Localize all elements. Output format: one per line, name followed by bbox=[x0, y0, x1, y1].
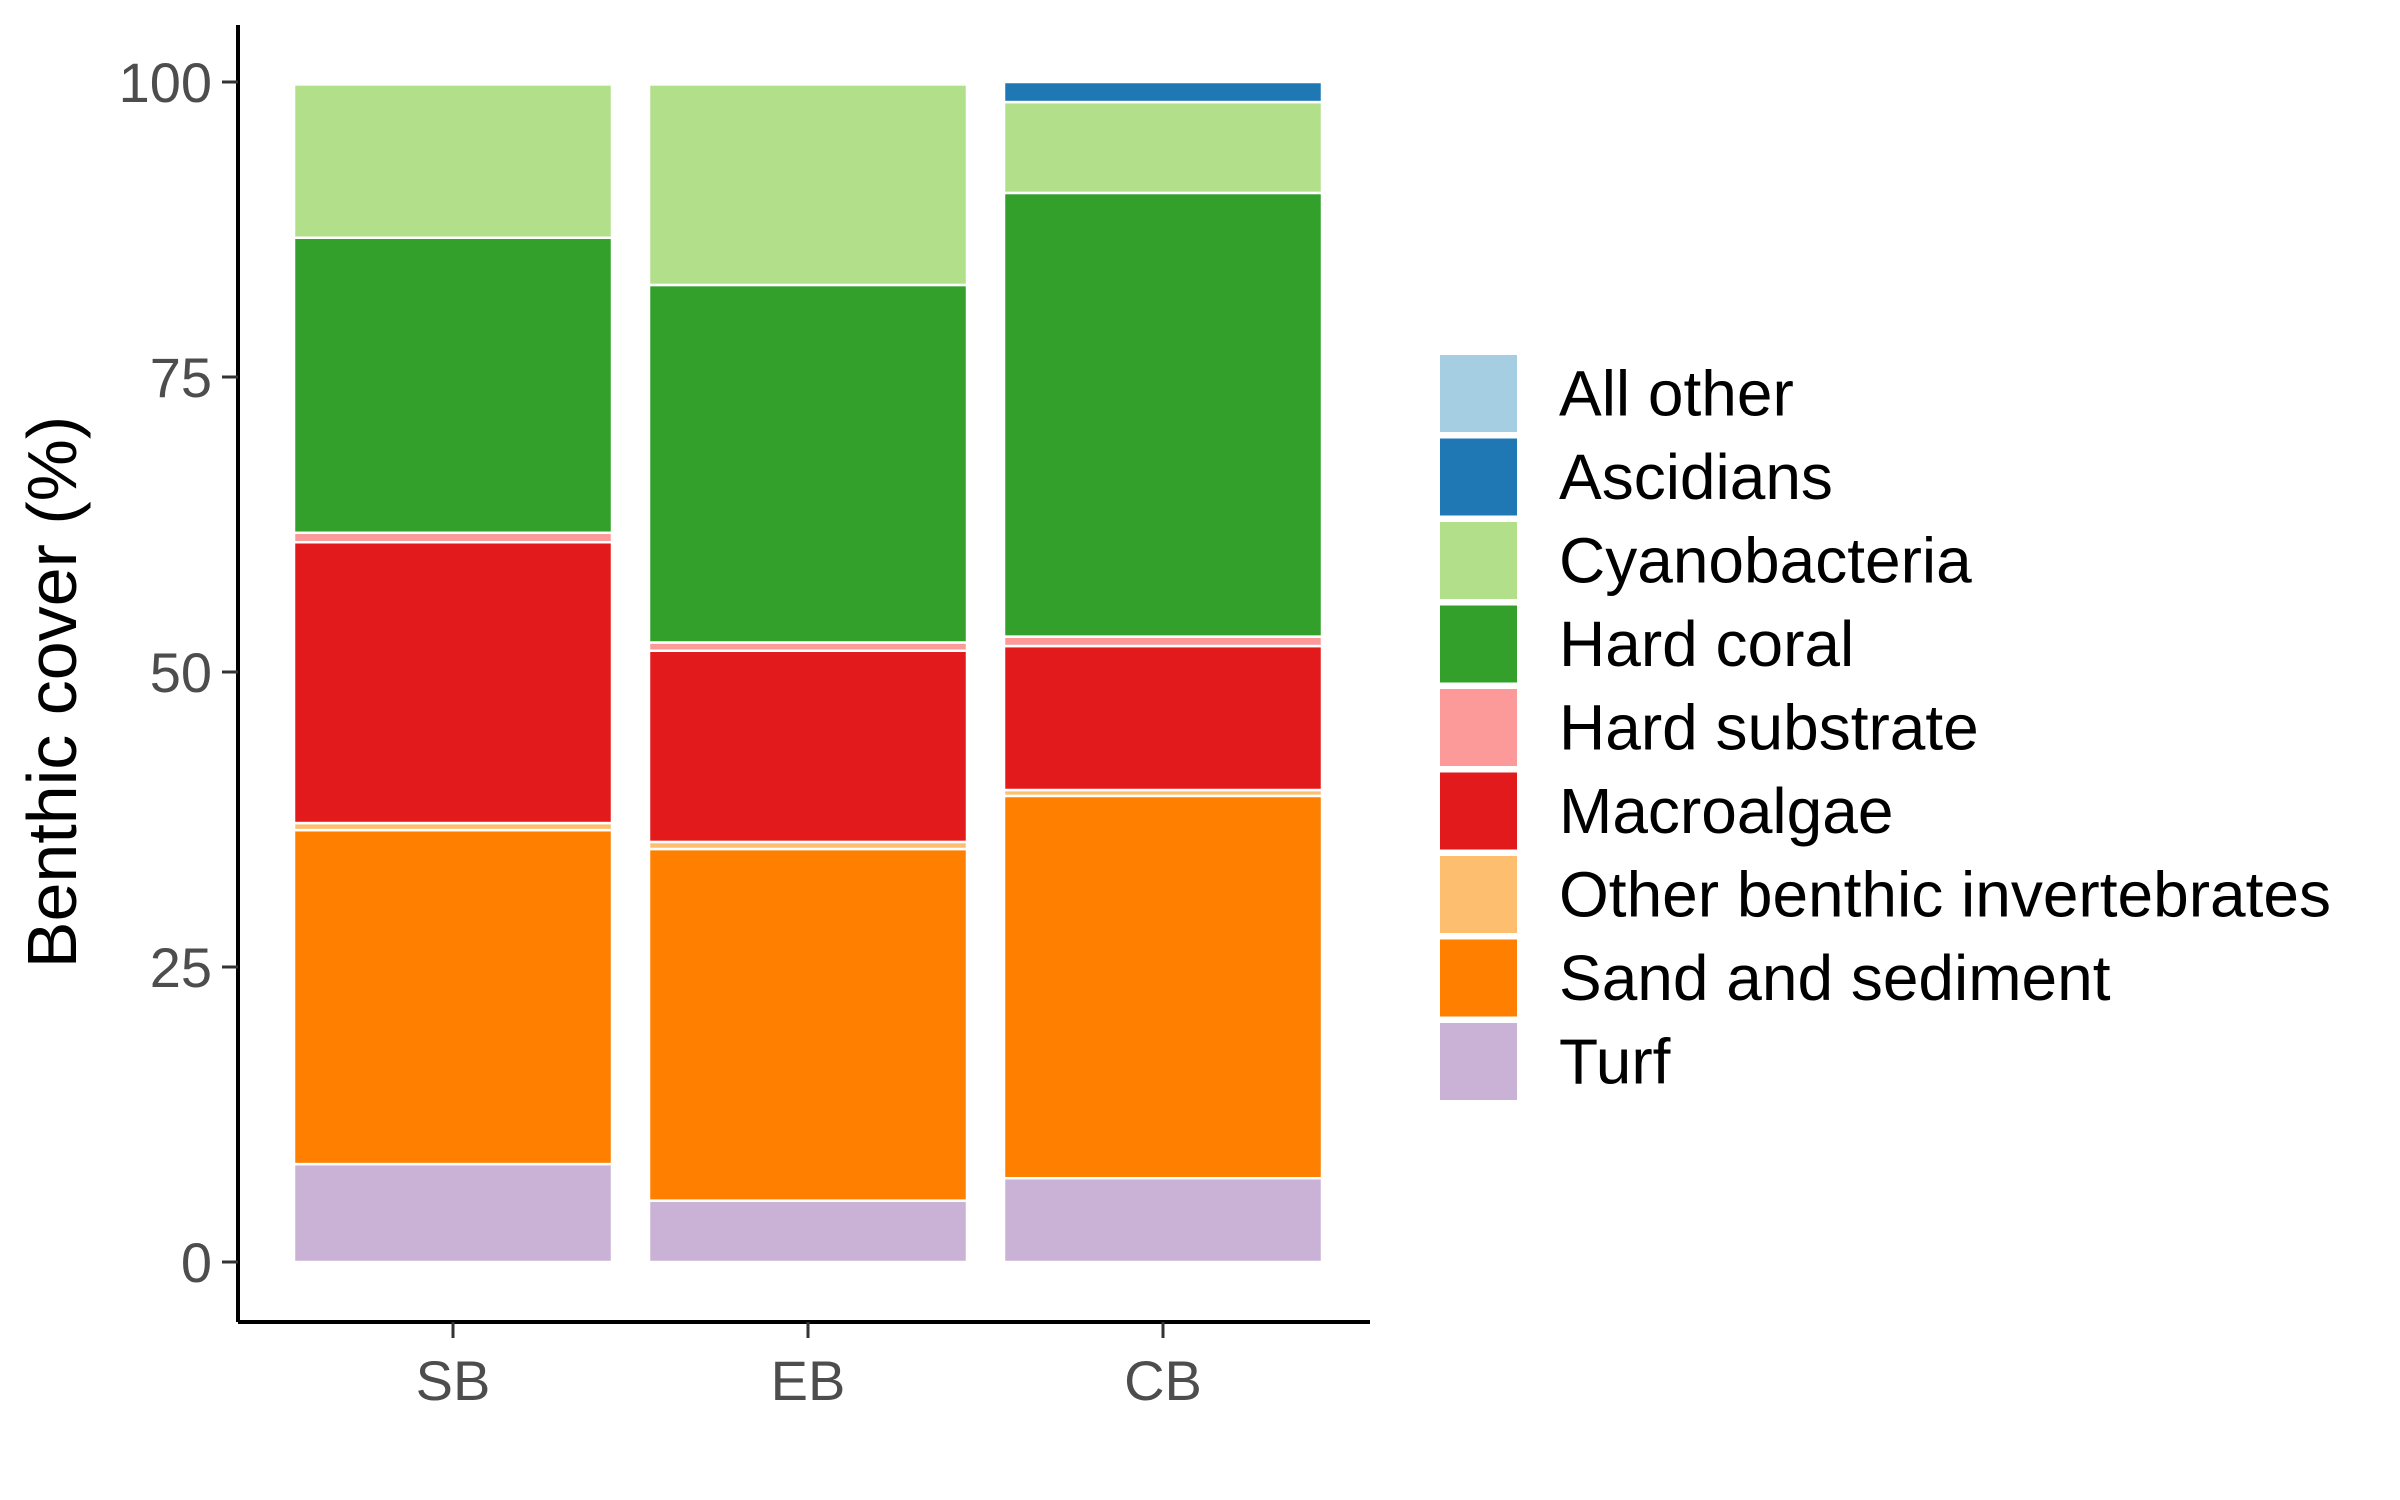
legend-label: Other benthic invertebrates bbox=[1559, 859, 2331, 931]
bar-segment-cb-sand-and-sediment bbox=[1002, 794, 1324, 1180]
bar-segment-eb-sand-and-sediment bbox=[647, 847, 969, 1202]
legend-key-hard-coral bbox=[1440, 605, 1517, 683]
legend-key-sand-and-sediment bbox=[1440, 939, 1517, 1017]
bars-layer bbox=[292, 80, 1324, 1264]
bar-segment-eb-ascidians bbox=[647, 80, 969, 86]
legend-key-all-other bbox=[1440, 355, 1517, 432]
y-axis-title: Benthic cover (%) bbox=[13, 416, 91, 968]
bar-segment-sb-cyanobacteria bbox=[292, 83, 614, 240]
legend-key-turf bbox=[1440, 1023, 1517, 1100]
bar-segment-sb-sand-and-sediment bbox=[292, 828, 614, 1166]
bar-segment-eb-hard-coral bbox=[647, 283, 969, 644]
legend-label: Sand and sediment bbox=[1559, 942, 2111, 1014]
y-tick-label: 0 bbox=[181, 1231, 212, 1294]
bar-segment-cb-turf bbox=[1002, 1176, 1324, 1264]
bar-segment-sb-hard-coral bbox=[292, 236, 614, 535]
legend-label: Macroalgae bbox=[1559, 775, 1893, 847]
bar-segment-eb-turf bbox=[647, 1199, 969, 1264]
bar-segment-sb-ascidians bbox=[292, 80, 614, 86]
y-tick-label: 50 bbox=[150, 641, 212, 704]
legend-key-hard-substrate bbox=[1440, 689, 1517, 766]
legend-label: Hard substrate bbox=[1559, 692, 1979, 764]
x-axis-ticks: SB EB CB bbox=[416, 1322, 1202, 1412]
y-tick-label: 25 bbox=[150, 936, 212, 999]
legend-label: Hard coral bbox=[1559, 608, 1854, 680]
legend: All other Ascidians Cyanobacteria Hard cora… bbox=[1440, 355, 2331, 1100]
y-axis-ticks: 0 25 50 75 100 bbox=[119, 51, 238, 1294]
bar-segment-sb-hard-substrate bbox=[292, 531, 614, 544]
legend-label: Turf bbox=[1559, 1026, 1671, 1098]
legend-label: All other bbox=[1559, 358, 1794, 430]
legend-key-ascidians bbox=[1440, 438, 1517, 516]
bar-segment-sb-macroalgae bbox=[292, 540, 614, 825]
legend-key-cyanobacteria bbox=[1440, 522, 1517, 599]
legend-label: Cyanobacteria bbox=[1559, 525, 1972, 597]
bar-segment-cb-macroalgae bbox=[1002, 644, 1324, 792]
legend-key-macroalgae bbox=[1440, 772, 1517, 850]
bar-segment-cb-hard-coral bbox=[1002, 191, 1324, 638]
bar-segment-cb-ascidians bbox=[1002, 80, 1324, 104]
bar-segment-eb-macroalgae bbox=[647, 649, 969, 844]
bar-segment-cb-hard-substrate bbox=[1002, 635, 1324, 648]
bar-segment-eb-cyanobacteria bbox=[647, 83, 969, 287]
y-tick-label: 100 bbox=[119, 51, 212, 114]
bar-segment-sb-turf bbox=[292, 1162, 614, 1264]
x-tick-label: EB bbox=[771, 1349, 846, 1412]
y-tick-label: 75 bbox=[150, 346, 212, 409]
legend-key-other-benthic-invertebrates bbox=[1440, 856, 1517, 933]
legend-label: Ascidians bbox=[1559, 441, 1833, 513]
x-tick-label: SB bbox=[416, 1349, 491, 1412]
bar-segment-cb-cyanobacteria bbox=[1002, 100, 1324, 195]
x-tick-label: CB bbox=[1124, 1349, 1202, 1412]
